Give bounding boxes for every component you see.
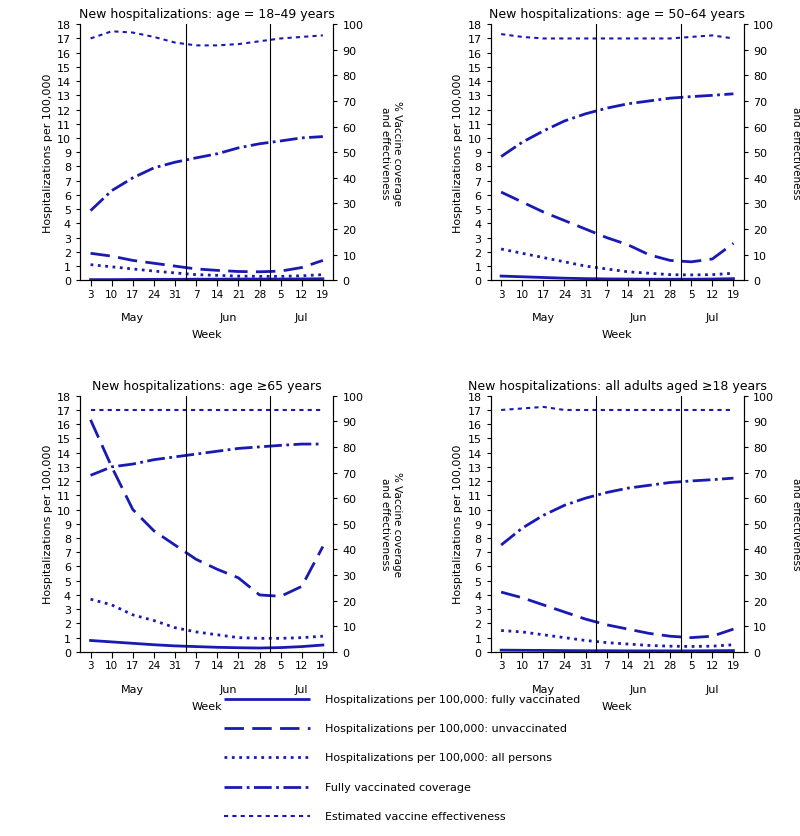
Title: New hospitalizations: age ≥65 years: New hospitalizations: age ≥65 years: [92, 380, 322, 392]
X-axis label: Week: Week: [191, 330, 222, 339]
Y-axis label: Hospitalizations per 100,000: Hospitalizations per 100,000: [454, 445, 463, 604]
Y-axis label: % Vaccine coverage
and effectiveness: % Vaccine coverage and effectiveness: [380, 472, 402, 577]
Text: May: May: [532, 684, 555, 694]
Text: Hospitalizations per 100,000: unvaccinated: Hospitalizations per 100,000: unvaccinat…: [325, 723, 566, 733]
Y-axis label: Hospitalizations per 100,000: Hospitalizations per 100,000: [454, 74, 463, 232]
X-axis label: Week: Week: [602, 701, 633, 711]
Y-axis label: Hospitalizations per 100,000: Hospitalizations per 100,000: [42, 74, 53, 232]
Text: Hospitalizations per 100,000: all persons: Hospitalizations per 100,000: all person…: [325, 752, 552, 762]
Y-axis label: % Vaccine coverage
and effectiveness: % Vaccine coverage and effectiveness: [380, 100, 402, 206]
Text: Jun: Jun: [219, 684, 237, 694]
Text: May: May: [532, 313, 555, 323]
Text: Jul: Jul: [295, 684, 309, 694]
Title: New hospitalizations: age = 50–64 years: New hospitalizations: age = 50–64 years: [490, 8, 746, 21]
Y-axis label: % Vaccine coverage
and effectiveness: % Vaccine coverage and effectiveness: [790, 472, 800, 577]
Text: Jun: Jun: [630, 684, 647, 694]
Text: Jul: Jul: [706, 313, 719, 323]
Text: May: May: [122, 684, 144, 694]
Y-axis label: % Vaccine coverage
and effectiveness: % Vaccine coverage and effectiveness: [790, 100, 800, 206]
Text: Fully vaccinated coverage: Fully vaccinated coverage: [325, 782, 470, 792]
Text: Estimated vaccine effectiveness: Estimated vaccine effectiveness: [325, 811, 506, 821]
Text: Hospitalizations per 100,000: fully vaccinated: Hospitalizations per 100,000: fully vacc…: [325, 694, 580, 704]
Text: Jun: Jun: [630, 313, 647, 323]
Title: New hospitalizations: age = 18–49 years: New hospitalizations: age = 18–49 years: [79, 8, 334, 21]
Title: New hospitalizations: all adults aged ≥18 years: New hospitalizations: all adults aged ≥1…: [468, 380, 766, 392]
Y-axis label: Hospitalizations per 100,000: Hospitalizations per 100,000: [42, 445, 53, 604]
X-axis label: Week: Week: [191, 701, 222, 711]
Text: May: May: [122, 313, 144, 323]
X-axis label: Week: Week: [602, 330, 633, 339]
Text: Jun: Jun: [219, 313, 237, 323]
Text: Jul: Jul: [706, 684, 719, 694]
Text: Jul: Jul: [295, 313, 309, 323]
